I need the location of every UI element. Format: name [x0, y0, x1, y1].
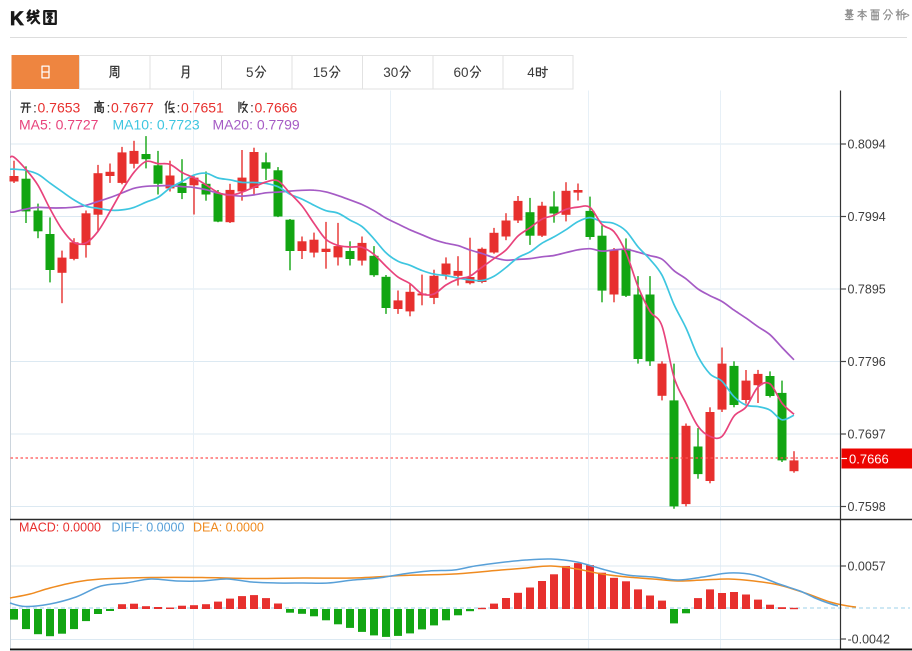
svg-text::: : — [250, 100, 254, 116]
svg-text:15: 15 — [313, 65, 328, 80]
svg-text:30: 30 — [383, 65, 398, 80]
svg-text::: : — [107, 100, 111, 116]
svg-text:0.7598: 0.7598 — [848, 500, 886, 514]
svg-text:>: > — [903, 9, 910, 23]
svg-text::: : — [33, 100, 37, 116]
svg-text:0.7697: 0.7697 — [848, 428, 886, 442]
svg-text::: : — [177, 100, 181, 116]
svg-text:MA5: 0.7727: MA5: 0.7727 — [19, 117, 99, 133]
svg-text:DEA: 0.0000: DEA: 0.0000 — [193, 521, 264, 535]
svg-text:MA10: 0.7723: MA10: 0.7723 — [113, 117, 200, 133]
svg-text:0.7796: 0.7796 — [848, 355, 886, 369]
svg-text:0.8094: 0.8094 — [848, 138, 886, 152]
svg-text:MA20: 0.7799: MA20: 0.7799 — [213, 117, 300, 133]
svg-text:0.0057: 0.0057 — [848, 560, 886, 574]
svg-text:DIFF: 0.0000: DIFF: 0.0000 — [112, 521, 185, 535]
svg-text:-0.0042: -0.0042 — [848, 633, 890, 647]
svg-text:0.7895: 0.7895 — [848, 283, 886, 297]
svg-text:MACD: 0.0000: MACD: 0.0000 — [19, 521, 101, 535]
svg-text:0.7994: 0.7994 — [848, 210, 886, 224]
svg-text:0.7666: 0.7666 — [255, 100, 298, 116]
svg-text:60: 60 — [454, 65, 469, 80]
svg-text:0.7666: 0.7666 — [849, 452, 889, 467]
svg-text:K: K — [10, 9, 24, 30]
svg-text:0.7651: 0.7651 — [181, 100, 224, 116]
svg-text:5: 5 — [246, 65, 254, 80]
svg-text:4: 4 — [527, 65, 535, 80]
svg-text:0.7653: 0.7653 — [38, 100, 81, 116]
svg-text:0.7677: 0.7677 — [111, 100, 154, 116]
